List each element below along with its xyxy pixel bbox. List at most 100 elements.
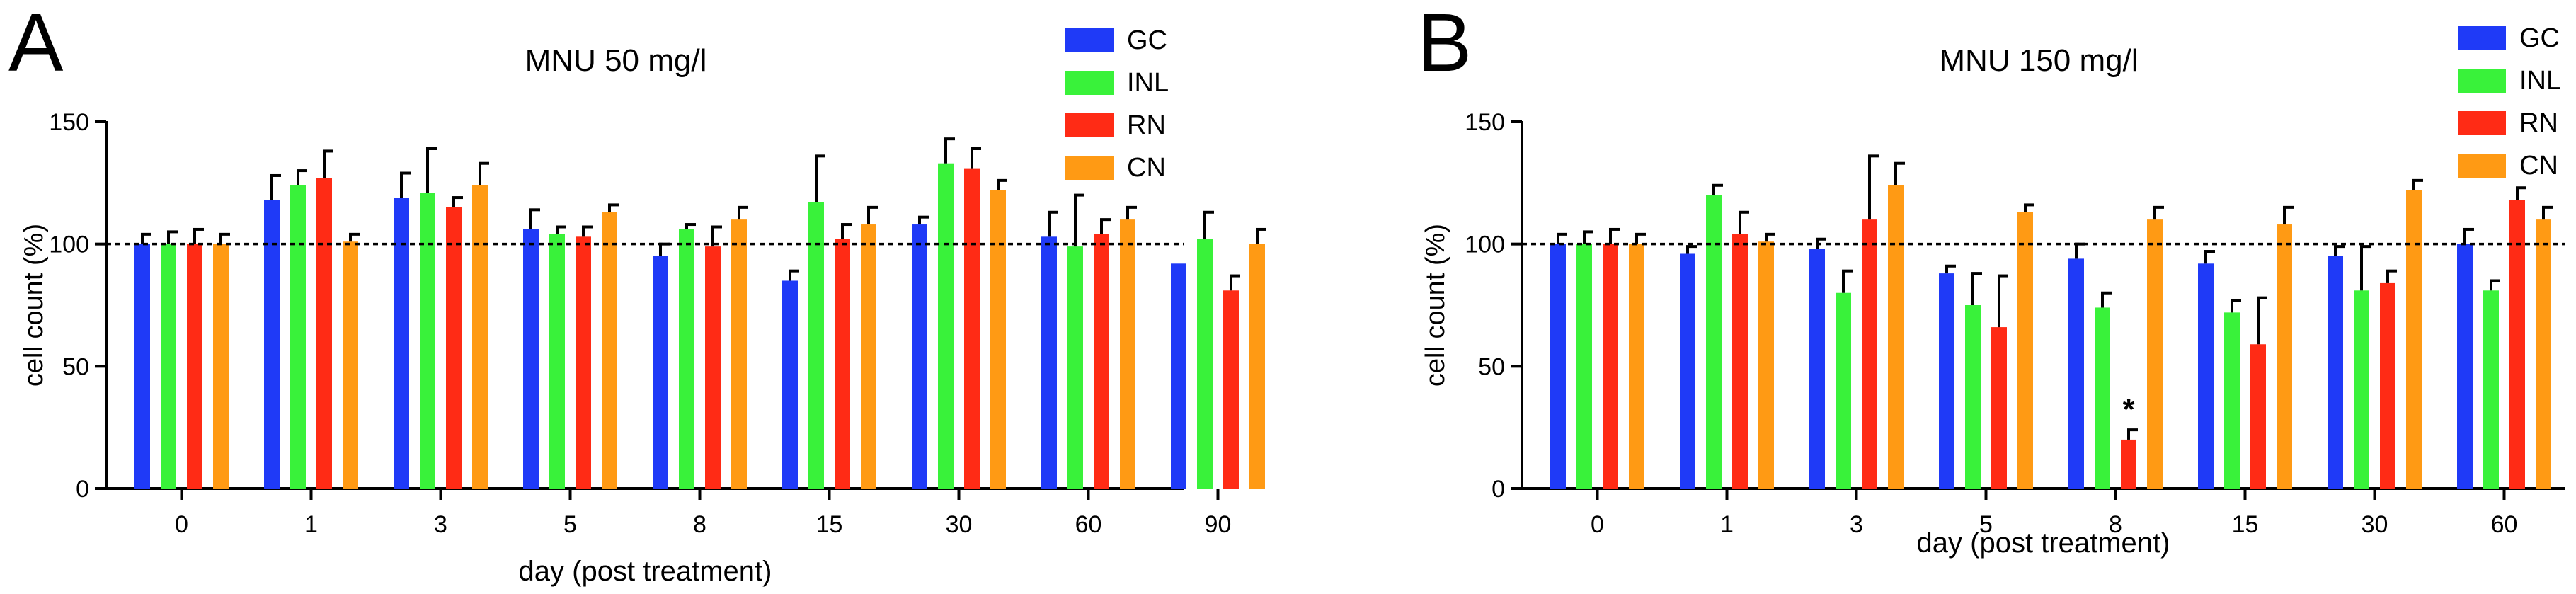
bar-GC-day-0 — [134, 244, 150, 489]
y-tick-label: 50 — [1478, 353, 1505, 380]
y-tick-label: 100 — [1465, 232, 1505, 258]
x-tick-label: 3 — [434, 511, 447, 538]
bar-INL-day-15 — [808, 202, 824, 489]
bar-RN-day-90 — [1223, 290, 1239, 489]
x-tick-label: 15 — [816, 511, 843, 538]
x-tick-label: 0 — [175, 511, 188, 538]
x-tick-label: 8 — [693, 511, 706, 538]
x-tick-label: 5 — [563, 511, 577, 538]
bar-INL-day-5 — [1965, 305, 1981, 489]
significance-marker: * — [2122, 392, 2135, 427]
bar-INL-day-60 — [2483, 290, 2499, 489]
bar-INL-day-0 — [161, 244, 176, 489]
bar-CN-day-60 — [2536, 219, 2551, 489]
bar-INL-day-5 — [549, 234, 565, 489]
bar-GC-day-8 — [2068, 258, 2084, 489]
bar-RN-day-3 — [1862, 219, 1877, 489]
bar-INL-day-0 — [1576, 244, 1592, 489]
bar-CN-day-3 — [1888, 185, 1904, 489]
y-axis-label: cell count (%) — [19, 224, 49, 387]
x-tick-label: 30 — [2362, 511, 2388, 538]
bar-INL-day-8 — [2095, 307, 2110, 489]
x-tick-label: 15 — [2232, 511, 2259, 538]
y-tick-label: 50 — [62, 353, 89, 380]
bar-INL-day-90 — [1197, 239, 1213, 489]
legend-label-CN: CN — [2519, 151, 2558, 181]
bar-GC-day-60 — [1041, 236, 1057, 489]
bar-RN-day-30 — [964, 168, 980, 489]
bar-RN-day-15 — [2250, 344, 2266, 489]
bar-GC-day-1 — [264, 200, 280, 489]
bar-RN-day-8 — [2121, 439, 2136, 489]
y-tick-label: 150 — [49, 109, 89, 136]
bar-CN-day-5 — [602, 212, 617, 489]
x-tick-label: 5 — [1979, 511, 1993, 538]
bar-INL-day-15 — [2224, 312, 2240, 489]
x-tick-label: 90 — [1205, 511, 1232, 538]
bar-GC-day-1 — [1680, 253, 1695, 489]
bar-RN-day-0 — [1603, 244, 1618, 489]
legend-label-GC: GC — [2519, 23, 2560, 53]
bar-INL-day-3 — [1836, 292, 1851, 489]
bar-CN-day-5 — [2017, 212, 2033, 489]
legend-swatch-RN — [1065, 113, 1114, 137]
bar-GC-day-15 — [2198, 263, 2214, 489]
bar-RN-day-60 — [2509, 200, 2525, 489]
y-tick-label: 100 — [49, 232, 89, 258]
y-tick-label: 150 — [1465, 109, 1505, 136]
bar-CN-day-15 — [2277, 224, 2292, 489]
bar-GC-day-60 — [2457, 244, 2473, 489]
bar-RN-day-15 — [835, 239, 850, 489]
bar-RN-day-60 — [1094, 234, 1109, 489]
x-tick-label: 60 — [1075, 511, 1102, 538]
bar-GC-day-5 — [523, 229, 539, 489]
bar-GC-day-8 — [653, 256, 668, 489]
x-axis-label: day (post treatment) — [519, 556, 772, 587]
x-axis-label: day (post treatment) — [1917, 527, 2170, 559]
legend-label-RN: RN — [2519, 108, 2558, 138]
legend-swatch-CN — [2458, 154, 2506, 178]
bar-RN-day-5 — [1991, 327, 2007, 489]
x-tick-label: 60 — [2491, 511, 2518, 538]
bar-RN-day-30 — [2380, 282, 2395, 489]
x-tick-label: 1 — [1720, 511, 1734, 538]
bar-GC-day-90 — [1171, 263, 1186, 489]
bar-GC-day-30 — [912, 224, 927, 489]
bar-INL-day-60 — [1067, 246, 1083, 489]
legend-label-GC: GC — [1127, 25, 1167, 55]
x-tick-label: 1 — [304, 511, 318, 538]
bar-CN-day-8 — [731, 219, 747, 489]
bar-RN-day-0 — [187, 244, 202, 489]
y-tick-label: 0 — [1492, 476, 1505, 503]
legend: GC INL RN CN — [2458, 23, 2561, 181]
bar-CN-day-30 — [990, 190, 1006, 489]
bar-CN-day-0 — [213, 244, 229, 489]
bar-GC-day-15 — [782, 280, 798, 489]
bar-RN-day-1 — [316, 178, 332, 489]
bar-CN-day-90 — [1249, 244, 1265, 489]
legend-swatch-CN — [1065, 156, 1114, 180]
bar-CN-day-8 — [2147, 219, 2163, 489]
bar-GC-day-3 — [394, 198, 409, 489]
bar-INL-day-1 — [290, 185, 306, 489]
legend-swatch-INL — [1065, 71, 1114, 95]
bar-CN-day-30 — [2406, 190, 2422, 489]
legend-label-INL: INL — [1127, 68, 1169, 98]
legend-swatch-RN — [2458, 111, 2506, 135]
bar-CN-day-1 — [1758, 241, 1774, 489]
bar-INL-day-30 — [938, 163, 954, 489]
bar-RN-day-5 — [576, 236, 591, 489]
legend-swatch-GC — [2458, 26, 2506, 50]
y-tick-label: 0 — [76, 476, 89, 503]
legend-swatch-GC — [1065, 28, 1114, 52]
x-tick-label: 30 — [946, 511, 973, 538]
legend-label-INL: INL — [2519, 66, 2561, 96]
x-tick-label: 0 — [1591, 511, 1604, 538]
legend-label-RN: RN — [1127, 110, 1166, 140]
bar-CN-day-0 — [1629, 244, 1644, 489]
legend-label-CN: CN — [1127, 153, 1166, 183]
